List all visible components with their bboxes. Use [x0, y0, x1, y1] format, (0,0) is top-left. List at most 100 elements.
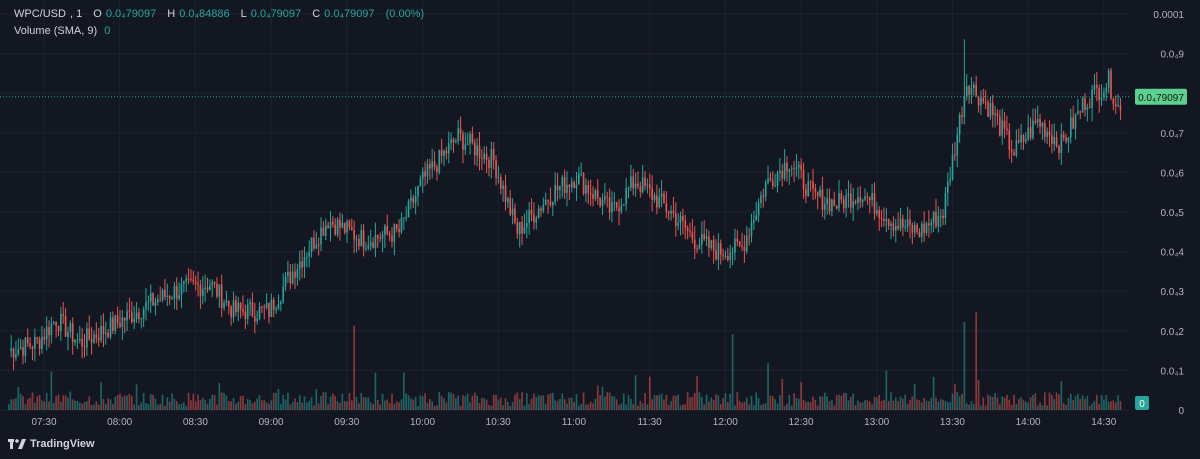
candle-body	[1025, 139, 1027, 142]
volume-bar	[445, 402, 448, 410]
volume-bar	[360, 392, 363, 410]
candle-body	[592, 193, 594, 199]
volume-bar	[852, 393, 855, 410]
candle-body	[549, 201, 552, 206]
candle-body	[918, 231, 921, 238]
volume-bar	[880, 401, 883, 410]
volume-bar	[1074, 395, 1077, 410]
volume-bar	[50, 371, 53, 410]
volume-bar	[1110, 401, 1112, 410]
volume-bar	[760, 405, 762, 410]
candle-body	[970, 87, 973, 95]
volume-bar	[627, 395, 630, 410]
candle-body	[939, 215, 942, 217]
volume-bar	[55, 396, 57, 410]
volume-bar	[74, 400, 76, 410]
volume-bar	[847, 400, 850, 410]
candle-body	[157, 299, 159, 303]
candle-body	[937, 216, 940, 227]
candle-body	[700, 234, 703, 245]
candle-body	[130, 312, 133, 323]
candle-body	[842, 199, 845, 209]
candle-body	[525, 223, 528, 228]
symbol-label[interactable]: WPC/USD	[14, 8, 66, 20]
candle-body	[140, 318, 143, 320]
volume-bar	[230, 401, 232, 410]
volume-legend: Volume (SMA, 9) 0	[14, 25, 114, 37]
candle-body	[656, 195, 658, 208]
candle-body	[1065, 137, 1067, 142]
candle-body	[1077, 111, 1079, 114]
volume-bar	[743, 401, 746, 410]
candle-body	[353, 230, 355, 240]
volume-bar	[906, 403, 909, 410]
volume-bar	[417, 405, 419, 410]
candle-body	[663, 193, 665, 204]
candle-body	[405, 217, 408, 219]
volume-bar	[104, 403, 107, 410]
candle-body	[920, 223, 923, 238]
candle-body	[1114, 104, 1117, 107]
candle-body	[209, 285, 211, 291]
volume-bar	[180, 403, 183, 410]
volume-bar	[653, 394, 656, 410]
volume-bar	[774, 399, 776, 410]
volume-bar	[450, 392, 452, 410]
volume-bar	[26, 398, 29, 410]
candle-body	[736, 238, 739, 242]
candle-body	[873, 193, 876, 214]
volume-bar	[1013, 394, 1015, 410]
candle-body	[284, 276, 287, 287]
candle-body	[133, 318, 136, 323]
candle-body	[930, 222, 933, 226]
volume-bar	[613, 396, 616, 410]
candle-body	[757, 202, 760, 216]
volume-bar	[147, 404, 150, 410]
candle-body	[362, 230, 365, 249]
candle-body	[1006, 128, 1008, 131]
candle-body	[743, 246, 746, 252]
candle-body	[982, 98, 985, 102]
volume-bar	[175, 401, 178, 410]
volume-bar	[157, 404, 159, 410]
volume-bar	[698, 392, 701, 410]
x-tick-label: 09:00	[259, 417, 284, 428]
candle-body	[197, 283, 199, 285]
candle-body	[928, 223, 930, 226]
volume-bar	[1039, 402, 1041, 410]
volume-bar	[682, 404, 684, 410]
volume-bar	[1010, 404, 1013, 410]
x-tick-label: 14:00	[1016, 417, 1041, 428]
volume-bar	[36, 396, 39, 410]
volume-bar	[76, 400, 79, 410]
volume-bar	[1048, 392, 1051, 410]
volume-bar	[696, 376, 698, 410]
volume-bar	[828, 401, 831, 410]
volume-bar	[802, 399, 805, 410]
volume-bar	[693, 393, 696, 410]
volume-bar	[873, 396, 876, 410]
candle-body	[883, 218, 885, 222]
volume-bar	[211, 394, 214, 410]
candle-body	[1074, 113, 1077, 129]
volume-indicator-label[interactable]: Volume (SMA, 9)	[14, 25, 98, 37]
volume-bar	[703, 404, 706, 410]
volume-bar	[327, 404, 329, 410]
candle-body	[691, 231, 694, 240]
candle-body	[857, 197, 859, 203]
volume-bar	[963, 322, 966, 410]
candle-body	[795, 167, 798, 170]
candle-body	[710, 240, 713, 248]
volume-bar	[204, 399, 206, 410]
volume-bar	[471, 395, 474, 410]
candle-body	[485, 153, 488, 160]
volume-bar	[935, 397, 937, 410]
candle-body	[781, 170, 784, 179]
candle-body	[365, 248, 367, 250]
volume-bar	[923, 397, 925, 410]
volume-bar	[871, 404, 873, 410]
candle-body	[987, 102, 989, 117]
candle-body	[100, 326, 102, 341]
tradingview-brand[interactable]: TradingView	[8, 438, 95, 450]
